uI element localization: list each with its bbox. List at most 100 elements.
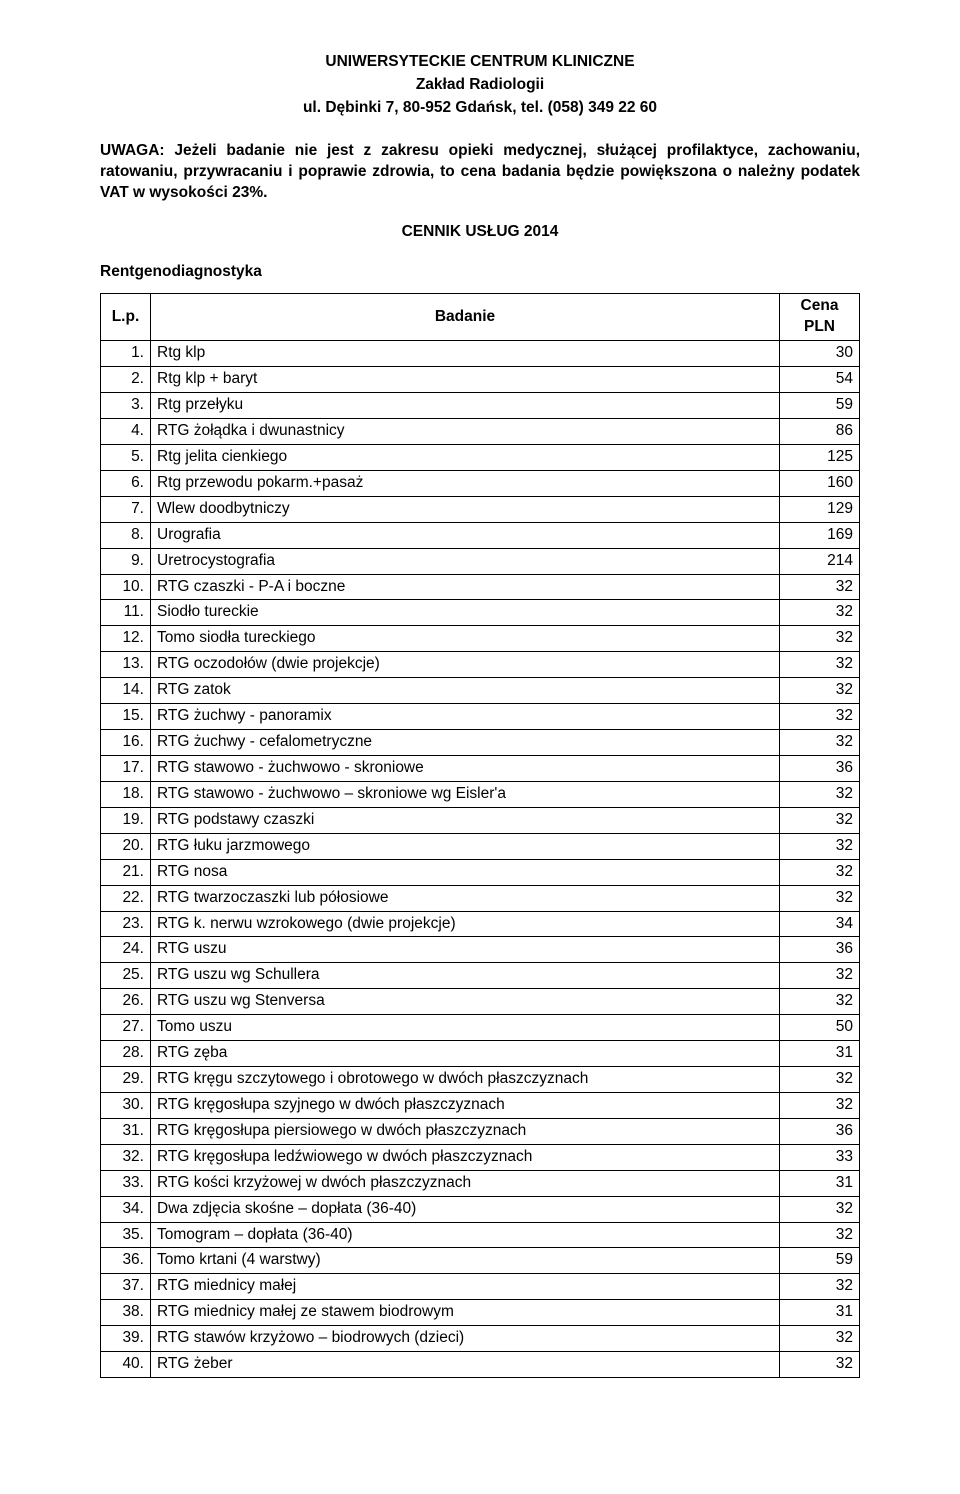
cell-cena: 36 xyxy=(780,755,860,781)
cell-badanie: Rtg jelita cienkiego xyxy=(151,444,780,470)
department-subtitle: Zakład Radiologii xyxy=(100,75,860,96)
cell-lp: 11. xyxy=(101,600,151,626)
cell-cena: 36 xyxy=(780,1118,860,1144)
cell-badanie: RTG twarzoczaszki lub półosiowe xyxy=(151,885,780,911)
cell-cena: 31 xyxy=(780,1170,860,1196)
cell-cena: 59 xyxy=(780,1248,860,1274)
cell-cena: 32 xyxy=(780,807,860,833)
cell-lp: 25. xyxy=(101,963,151,989)
cell-lp: 17. xyxy=(101,755,151,781)
cell-cena: 214 xyxy=(780,548,860,574)
cell-cena: 54 xyxy=(780,367,860,393)
cell-cena: 32 xyxy=(780,963,860,989)
document-header: UNIWERSYTECKIE CENTRUM KLINICZNE Zakład … xyxy=(100,52,860,119)
price-list-title: CENNIK USŁUG 2014 xyxy=(100,222,860,243)
table-row: 29.RTG kręgu szczytowego i obrotowego w … xyxy=(101,1067,860,1093)
table-row: 12.Tomo siodła tureckiego32 xyxy=(101,626,860,652)
cell-lp: 12. xyxy=(101,626,151,652)
table-header-row: L.p. Badanie Cena PLN xyxy=(101,294,860,341)
cell-cena: 125 xyxy=(780,444,860,470)
cell-cena: 59 xyxy=(780,393,860,419)
cell-badanie: RTG zatok xyxy=(151,678,780,704)
table-row: 33.RTG kości krzyżowej w dwóch płaszczyz… xyxy=(101,1170,860,1196)
cell-lp: 28. xyxy=(101,1041,151,1067)
cell-badanie: RTG zęba xyxy=(151,1041,780,1067)
table-row: 24.RTG uszu36 xyxy=(101,937,860,963)
table-row: 17.RTG stawowo - żuchwowo - skroniowe36 xyxy=(101,755,860,781)
cell-lp: 23. xyxy=(101,911,151,937)
table-row: 27.Tomo uszu50 xyxy=(101,1015,860,1041)
table-row: 11.Siodło tureckie32 xyxy=(101,600,860,626)
table-row: 32.RTG kręgosłupa ledźwiowego w dwóch pł… xyxy=(101,1144,860,1170)
cell-lp: 30. xyxy=(101,1092,151,1118)
cell-badanie: RTG kręgosłupa piersiowego w dwóch płasz… xyxy=(151,1118,780,1144)
cell-cena: 32 xyxy=(780,574,860,600)
table-row: 7.Wlew doodbytniczy129 xyxy=(101,496,860,522)
cell-badanie: Rtg przewodu pokarm.+pasaż xyxy=(151,470,780,496)
section-title: Rentgenodiagnostyka xyxy=(100,262,860,283)
cell-cena: 36 xyxy=(780,937,860,963)
table-row: 2.Rtg klp + baryt54 xyxy=(101,367,860,393)
table-row: 21.RTG nosa32 xyxy=(101,859,860,885)
cell-cena: 32 xyxy=(780,652,860,678)
cena-line1: Cena xyxy=(801,297,839,314)
table-row: 22.RTG twarzoczaszki lub półosiowe32 xyxy=(101,885,860,911)
cell-cena: 32 xyxy=(780,1352,860,1378)
cell-badanie: RTG uszu wg Stenversa xyxy=(151,989,780,1015)
cell-lp: 16. xyxy=(101,730,151,756)
cell-lp: 27. xyxy=(101,1015,151,1041)
cell-lp: 24. xyxy=(101,937,151,963)
table-row: 28.RTG zęba31 xyxy=(101,1041,860,1067)
cell-badanie: RTG nosa xyxy=(151,859,780,885)
cell-lp: 26. xyxy=(101,989,151,1015)
cell-cena: 32 xyxy=(780,989,860,1015)
cell-cena: 32 xyxy=(780,1196,860,1222)
cell-badanie: RTG oczodołów (dwie projekcje) xyxy=(151,652,780,678)
cell-badanie: Uretrocystografia xyxy=(151,548,780,574)
cell-lp: 31. xyxy=(101,1118,151,1144)
cell-cena: 32 xyxy=(780,885,860,911)
cell-badanie: RTG łuku jarzmowego xyxy=(151,833,780,859)
cell-cena: 32 xyxy=(780,1274,860,1300)
cell-cena: 30 xyxy=(780,341,860,367)
cell-lp: 14. xyxy=(101,678,151,704)
cell-cena: 32 xyxy=(780,781,860,807)
cell-badanie: RTG stawowo - żuchwowo – skroniowe wg Ei… xyxy=(151,781,780,807)
cell-cena: 32 xyxy=(780,1092,860,1118)
cell-badanie: RTG stawów krzyżowo – biodrowych (dzieci… xyxy=(151,1326,780,1352)
cell-lp: 15. xyxy=(101,704,151,730)
table-row: 15.RTG żuchwy - panoramix32 xyxy=(101,704,860,730)
cell-badanie: RTG kręgu szczytowego i obrotowego w dwó… xyxy=(151,1067,780,1093)
cell-cena: 32 xyxy=(780,626,860,652)
cell-cena: 32 xyxy=(780,600,860,626)
cell-lp: 22. xyxy=(101,885,151,911)
table-row: 8.Urografia169 xyxy=(101,522,860,548)
cell-cena: 34 xyxy=(780,911,860,937)
cell-lp: 4. xyxy=(101,418,151,444)
cell-cena: 31 xyxy=(780,1041,860,1067)
table-row: 35.Tomogram – dopłata (36-40)32 xyxy=(101,1222,860,1248)
price-list-page: UNIWERSYTECKIE CENTRUM KLINICZNE Zakład … xyxy=(0,0,960,1438)
cell-badanie: Tomo uszu xyxy=(151,1015,780,1041)
cell-cena: 50 xyxy=(780,1015,860,1041)
table-row: 1.Rtg klp30 xyxy=(101,341,860,367)
cell-lp: 18. xyxy=(101,781,151,807)
cell-lp: 5. xyxy=(101,444,151,470)
cell-badanie: Tomo siodła tureckiego xyxy=(151,626,780,652)
cell-lp: 37. xyxy=(101,1274,151,1300)
cell-cena: 160 xyxy=(780,470,860,496)
table-row: 13.RTG oczodołów (dwie projekcje)32 xyxy=(101,652,860,678)
cell-lp: 1. xyxy=(101,341,151,367)
cell-cena: 32 xyxy=(780,1067,860,1093)
cell-cena: 32 xyxy=(780,1326,860,1352)
table-row: 34.Dwa zdjęcia skośne – dopłata (36-40)3… xyxy=(101,1196,860,1222)
table-row: 36.Tomo krtani (4 warstwy)59 xyxy=(101,1248,860,1274)
cell-cena: 32 xyxy=(780,678,860,704)
table-row: 19.RTG podstawy czaszki32 xyxy=(101,807,860,833)
cell-lp: 40. xyxy=(101,1352,151,1378)
table-row: 16.RTG żuchwy - cefalometryczne32 xyxy=(101,730,860,756)
table-row: 9.Uretrocystografia214 xyxy=(101,548,860,574)
table-row: 5.Rtg jelita cienkiego125 xyxy=(101,444,860,470)
cell-lp: 6. xyxy=(101,470,151,496)
cell-cena: 32 xyxy=(780,730,860,756)
